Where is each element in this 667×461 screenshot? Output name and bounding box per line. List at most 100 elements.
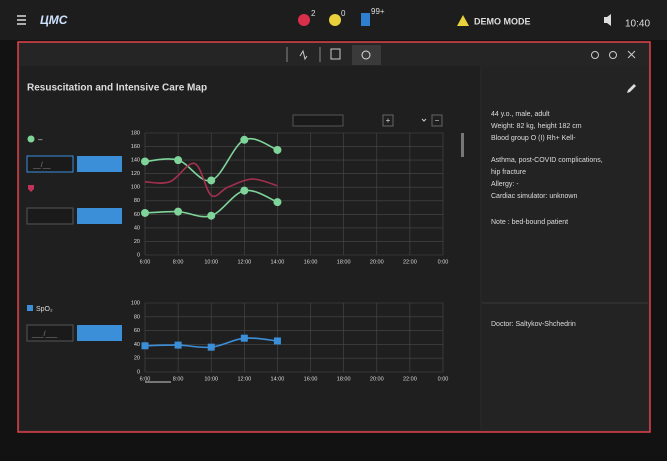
alert-blue-icon[interactable]: [361, 13, 370, 26]
legend-marker: [28, 185, 34, 192]
value-input[interactable]: [26, 207, 74, 225]
x-tick-label: 20:00: [370, 376, 384, 382]
alert-count: 2: [311, 9, 316, 18]
h-scrollbar[interactable]: [145, 381, 171, 383]
page-title: Resuscitation and Intensive Care Map: [27, 83, 207, 94]
data-point: [141, 342, 149, 350]
submit-button[interactable]: [77, 325, 122, 341]
panel-controls[interactable]: [591, 50, 636, 59]
toolbar-active-tab[interactable]: [352, 45, 381, 65]
value-input[interactable]: [26, 324, 74, 342]
patient-info: hip fracture: [491, 169, 526, 176]
y-tick-label: 40: [134, 342, 140, 348]
charts-area: [20, 66, 480, 430]
time-input[interactable]: [292, 114, 344, 127]
y-tick-label: 20: [134, 356, 140, 362]
x-tick-label: 18:00: [337, 259, 351, 265]
x-tick-label: 12:00: [237, 259, 251, 265]
data-point: [240, 186, 249, 195]
alert-count: 99+: [371, 7, 385, 16]
x-tick-label: 8:00: [173, 259, 184, 265]
sound-icon[interactable]: [604, 14, 611, 26]
legend-marker: [27, 135, 35, 143]
data-point: [207, 211, 216, 220]
zoom-in-label: +: [386, 116, 391, 125]
x-tick-label: 18:00: [337, 376, 351, 382]
data-point: [273, 198, 282, 207]
y-tick-label: 60: [134, 328, 140, 334]
y-tick-label: 20: [134, 239, 140, 245]
patient-info: Blood group O (I) Rh+ Kell-: [491, 135, 576, 142]
toolbar-icons[interactable]: [286, 47, 341, 62]
y-tick-label: 160: [131, 144, 140, 150]
data-point: [174, 156, 183, 165]
data-point: [240, 334, 248, 342]
series-line: [144, 162, 278, 198]
y-tick-label: 80: [134, 314, 140, 320]
x-tick-label: 16:00: [304, 259, 318, 265]
input-placeholder: __/__: [32, 162, 51, 169]
x-tick-label: 6:00: [140, 259, 151, 265]
patient-panel: [482, 66, 648, 430]
dropdown-caret[interactable]: [421, 118, 427, 122]
doctor: Doctor: Saltykov-Shchedrin: [491, 321, 576, 328]
y-tick-label: 60: [134, 212, 140, 218]
patient-info: Weight: 82 kg, height 182 cm: [491, 123, 582, 130]
patient-info: Cardiac simulator: unknown: [491, 193, 577, 200]
clock: 10:40: [625, 19, 650, 30]
y-tick-label: 140: [131, 158, 140, 164]
patient-note: Note : bed-bound patient: [491, 219, 568, 226]
x-tick-label: 0:00: [438, 259, 449, 265]
x-tick-label: 14:00: [271, 259, 285, 265]
scrollbar[interactable]: [461, 133, 464, 157]
x-tick-label: 22:00: [403, 259, 417, 265]
y-tick-label: 100: [131, 300, 140, 306]
edit-icon[interactable]: [627, 84, 636, 93]
warning-icon: [457, 15, 469, 26]
x-tick-label: 10:00: [204, 259, 218, 265]
patient-info: 44 y.o., male, adult: [491, 111, 550, 118]
data-point: [273, 337, 281, 345]
data-point: [273, 145, 282, 154]
y-tick-label: 0: [137, 369, 140, 375]
alert-red-icon[interactable]: [298, 14, 310, 26]
x-tick-label: 10:00: [204, 376, 218, 382]
zoom-in-button[interactable]: [382, 114, 394, 127]
x-tick-label: 22:00: [403, 376, 417, 382]
submit-button[interactable]: [77, 156, 122, 172]
menu-icon[interactable]: [17, 15, 26, 25]
mode-label: DEMO MODE: [474, 16, 531, 26]
x-tick-label: 14:00: [271, 376, 285, 382]
y-tick-label: 80: [134, 198, 140, 204]
y-tick-label: 100: [131, 185, 140, 191]
alert-yellow-icon[interactable]: [329, 14, 341, 26]
zoom-out-label: −: [435, 116, 440, 125]
submit-button[interactable]: [77, 208, 122, 224]
x-tick-label: 8:00: [173, 376, 184, 382]
x-tick-label: 20:00: [370, 259, 384, 265]
y-tick-label: 180: [131, 130, 140, 136]
clock-icon: [361, 50, 371, 60]
data-point: [240, 135, 249, 144]
x-tick-label: 0:00: [438, 376, 449, 382]
zoom-out-button[interactable]: [431, 114, 443, 127]
legend-marker: [27, 305, 33, 311]
data-point: [207, 176, 216, 185]
y-tick-label: 0: [137, 252, 140, 258]
toolbar: [20, 44, 648, 66]
value-input[interactable]: [26, 155, 74, 173]
input-placeholder: ___/___: [31, 331, 57, 338]
patient-info: Allergy: -: [491, 181, 519, 188]
y-tick-label: 120: [131, 171, 140, 177]
data-point: [141, 157, 149, 166]
data-point: [174, 207, 183, 216]
x-tick-label: 16:00: [304, 376, 318, 382]
legend-label: –: [38, 135, 43, 144]
y-tick-label: 40: [134, 225, 140, 231]
data-point: [207, 343, 215, 351]
patient-info: Asthma, post-COVID complications,: [491, 157, 603, 164]
legend-label: SpO₂: [36, 306, 53, 313]
x-tick-label: 12:00: [237, 376, 251, 382]
x-tick-label: 6:00: [140, 376, 151, 382]
